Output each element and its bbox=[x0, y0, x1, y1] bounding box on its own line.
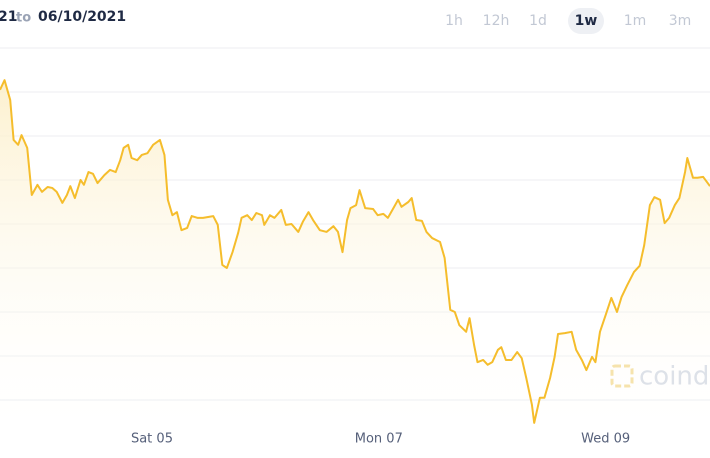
range-button[interactable]: 12h bbox=[483, 13, 510, 29]
range-button-bg bbox=[568, 8, 604, 34]
watermark-text: coinde bbox=[639, 362, 710, 392]
range-button[interactable]: 3m bbox=[669, 13, 692, 29]
range-button[interactable]: 1h bbox=[445, 13, 463, 29]
range-button[interactable]: 1d bbox=[529, 13, 547, 29]
range-end: 06/10/2021 bbox=[38, 9, 126, 25]
x-tick-label: Mon 07 bbox=[355, 432, 403, 447]
range-start: 21 bbox=[0, 9, 17, 25]
watermark: coinde bbox=[610, 362, 710, 392]
x-tick-label: Sat 05 bbox=[131, 432, 173, 447]
range-sep: to bbox=[16, 11, 31, 26]
range-button[interactable]: 1m bbox=[624, 13, 647, 29]
price-line bbox=[0, 79, 710, 424]
x-tick-label: Wed 09 bbox=[581, 432, 630, 447]
area-fill bbox=[0, 80, 710, 445]
range-button[interactable]: 1w bbox=[575, 13, 598, 29]
